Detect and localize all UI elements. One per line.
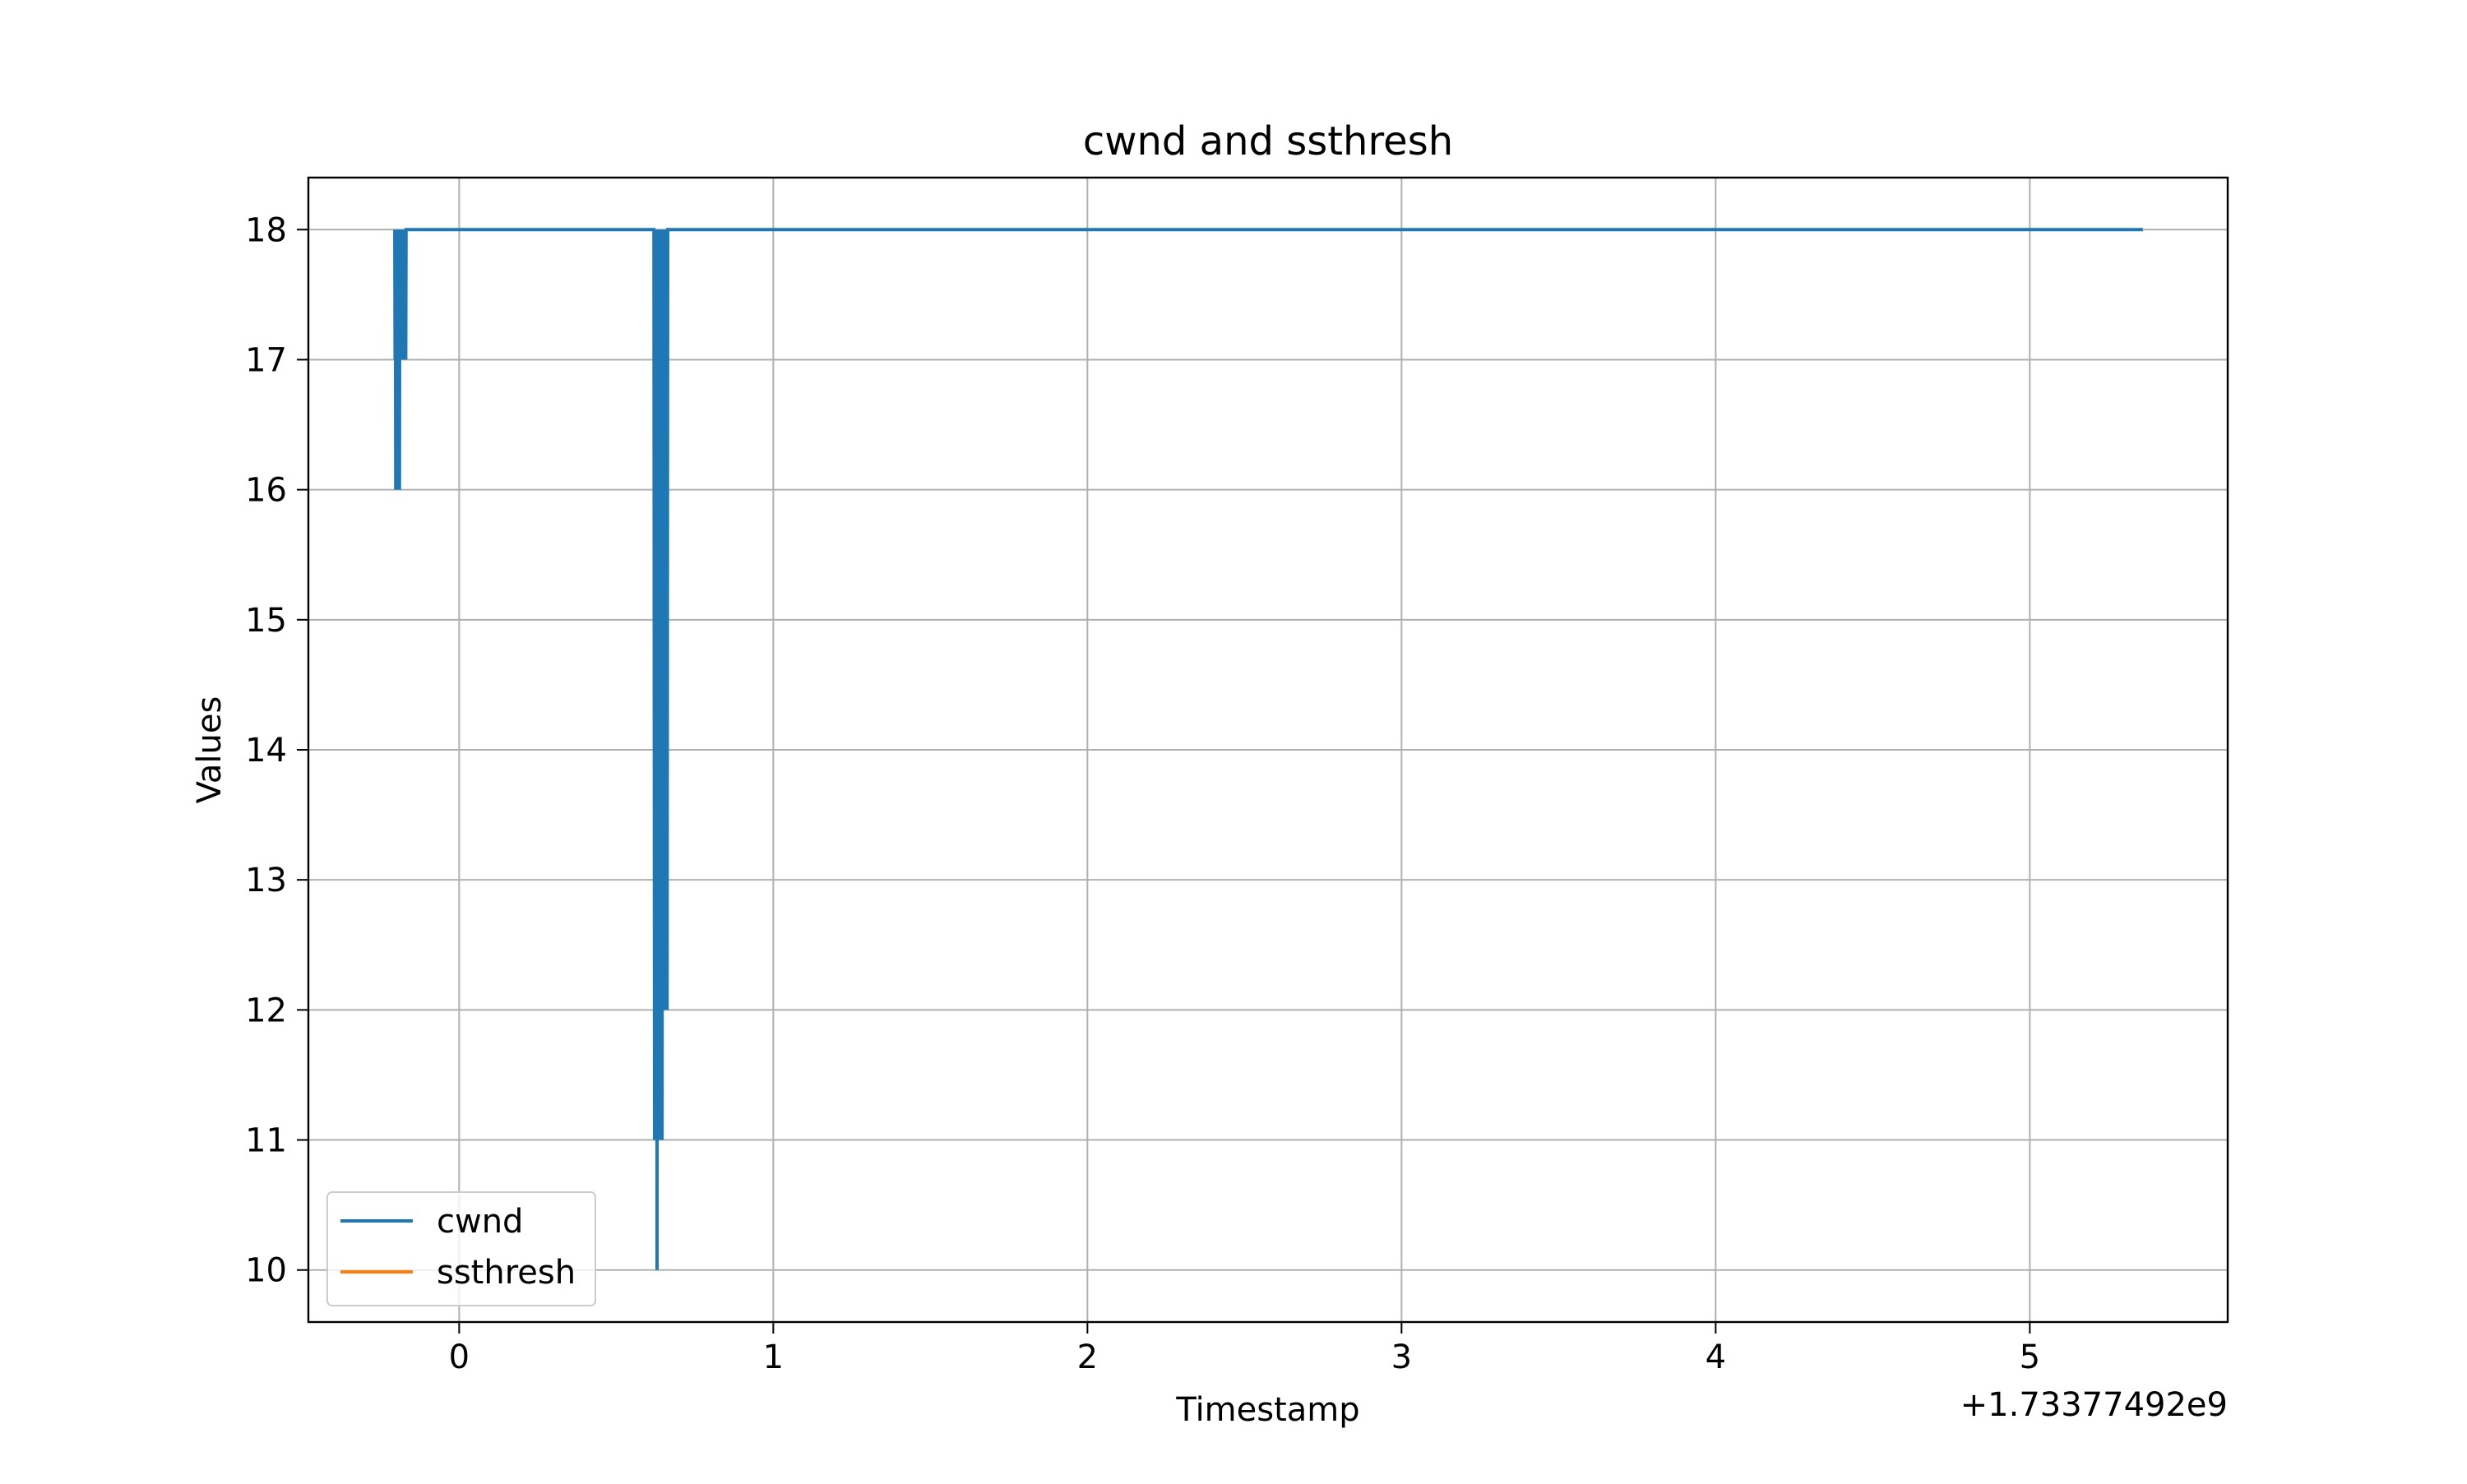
x-tick-label: 3: [1391, 1338, 1412, 1376]
x-axis-label: Timestamp: [1175, 1391, 1359, 1429]
y-tick-label: 10: [245, 1252, 287, 1290]
y-tick-label: 16: [245, 472, 287, 510]
series-line-cwnd: [393, 228, 2143, 1270]
y-tick-label: 13: [245, 862, 287, 899]
y-axis-label: Values: [191, 696, 229, 804]
x-tick-label: 1: [763, 1338, 784, 1376]
y-tick-label: 17: [245, 341, 287, 379]
x-tick-label: 0: [449, 1338, 470, 1376]
legend-label-ssthresh: ssthresh: [437, 1254, 576, 1292]
legend-label-cwnd: cwnd: [437, 1203, 523, 1241]
y-tick-label: 18: [245, 211, 287, 249]
x-axis-offset-label: +1.73377492e9: [1960, 1386, 2228, 1424]
y-tick-label: 14: [245, 732, 287, 770]
chart-title: cwnd and ssthresh: [1083, 118, 1453, 164]
x-tick-label: 5: [2020, 1338, 2040, 1376]
legend: cwnd ssthresh: [326, 1191, 596, 1306]
x-tick-label: 4: [1706, 1338, 1726, 1376]
plot-series: [393, 228, 2143, 1270]
y-tick-label: 11: [245, 1122, 287, 1160]
y-tick-label: 15: [245, 602, 287, 640]
y-tick-label: 12: [245, 992, 287, 1029]
x-tick-label: 2: [1077, 1338, 1098, 1376]
